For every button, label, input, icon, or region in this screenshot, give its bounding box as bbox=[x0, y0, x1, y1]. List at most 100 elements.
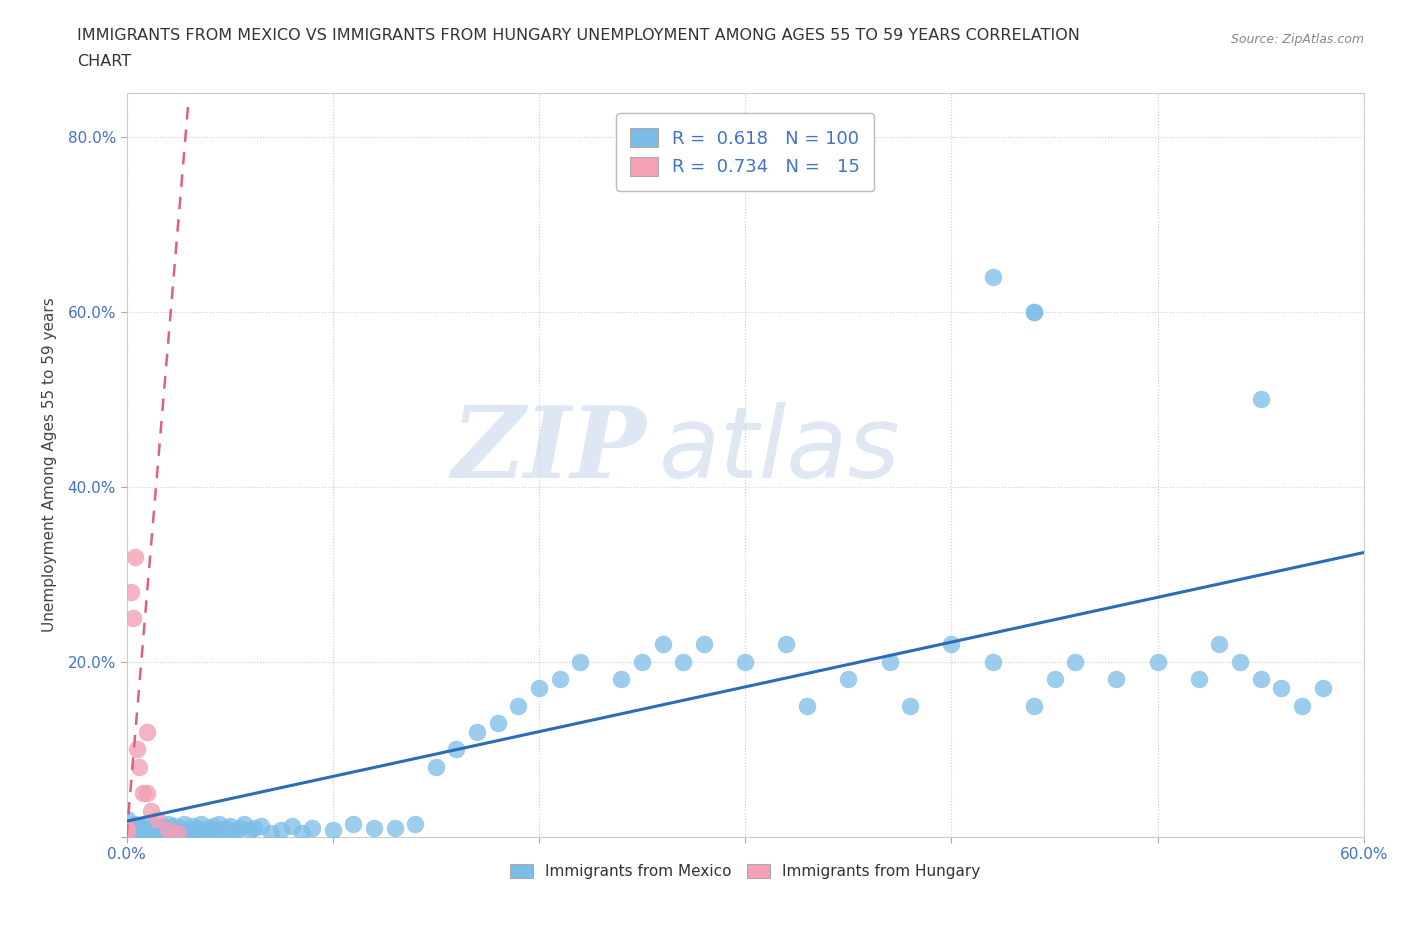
Point bbox=[159, 822, 181, 837]
Point bbox=[301, 821, 323, 836]
Point bbox=[249, 819, 271, 834]
Point bbox=[508, 698, 530, 713]
Point bbox=[115, 822, 138, 837]
Point bbox=[1250, 392, 1272, 406]
Point bbox=[125, 825, 148, 840]
Point bbox=[280, 819, 302, 834]
Point bbox=[128, 760, 150, 775]
Point bbox=[186, 821, 208, 836]
Point bbox=[879, 655, 901, 670]
Point bbox=[898, 698, 921, 713]
Point bbox=[115, 825, 138, 840]
Legend: Immigrants from Mexico, Immigrants from Hungary: Immigrants from Mexico, Immigrants from … bbox=[503, 857, 987, 885]
Point bbox=[651, 637, 673, 652]
Point bbox=[981, 655, 1004, 670]
Point bbox=[198, 821, 221, 836]
Point bbox=[194, 825, 217, 840]
Text: IMMIGRANTS FROM MEXICO VS IMMIGRANTS FROM HUNGARY UNEMPLOYMENT AMONG AGES 55 TO : IMMIGRANTS FROM MEXICO VS IMMIGRANTS FRO… bbox=[77, 28, 1080, 43]
Point bbox=[156, 817, 179, 831]
Point bbox=[115, 825, 138, 840]
Point bbox=[202, 819, 225, 834]
Point bbox=[163, 819, 186, 834]
Point bbox=[1291, 698, 1313, 713]
Y-axis label: Unemployment Among Ages 55 to 59 years: Unemployment Among Ages 55 to 59 years bbox=[42, 298, 56, 632]
Point bbox=[233, 817, 256, 831]
Point bbox=[155, 821, 177, 836]
Point bbox=[1064, 655, 1087, 670]
Text: Source: ZipAtlas.com: Source: ZipAtlas.com bbox=[1230, 33, 1364, 46]
Point bbox=[129, 822, 152, 837]
Point bbox=[734, 655, 756, 670]
Point bbox=[342, 817, 364, 831]
Text: atlas: atlas bbox=[658, 402, 900, 498]
Point bbox=[208, 817, 231, 831]
Point bbox=[291, 825, 314, 840]
Point bbox=[146, 821, 169, 836]
Point bbox=[404, 817, 426, 831]
Point bbox=[124, 817, 146, 831]
Point bbox=[672, 655, 695, 670]
Point bbox=[1022, 698, 1045, 713]
Point bbox=[486, 716, 509, 731]
Point bbox=[120, 584, 142, 599]
Point bbox=[1270, 681, 1292, 696]
Point bbox=[207, 825, 229, 840]
Point bbox=[384, 821, 406, 836]
Point bbox=[121, 822, 143, 837]
Point bbox=[363, 821, 385, 836]
Point bbox=[146, 827, 169, 842]
Point bbox=[1105, 672, 1128, 687]
Point bbox=[1146, 655, 1168, 670]
Point bbox=[142, 819, 165, 834]
Point bbox=[1229, 655, 1251, 670]
Point bbox=[128, 819, 150, 834]
Point bbox=[145, 825, 167, 840]
Point bbox=[167, 825, 190, 840]
Point bbox=[270, 822, 292, 837]
Point bbox=[150, 819, 173, 834]
Point bbox=[1188, 672, 1211, 687]
Point bbox=[465, 724, 488, 739]
Point bbox=[322, 822, 344, 837]
Point bbox=[548, 672, 571, 687]
Point bbox=[610, 672, 633, 687]
Point bbox=[173, 817, 195, 831]
Point bbox=[183, 825, 205, 840]
Point bbox=[136, 825, 159, 840]
Point bbox=[141, 822, 163, 837]
Point bbox=[156, 822, 179, 837]
Point bbox=[446, 742, 468, 757]
Point bbox=[260, 825, 283, 840]
Point bbox=[136, 786, 159, 801]
Point bbox=[200, 822, 222, 837]
Point bbox=[775, 637, 797, 652]
Point bbox=[136, 724, 159, 739]
Point bbox=[1208, 637, 1230, 652]
Text: ZIP: ZIP bbox=[451, 402, 647, 498]
Point bbox=[152, 825, 174, 840]
Point bbox=[146, 812, 169, 827]
Point bbox=[134, 825, 156, 840]
Point bbox=[179, 822, 201, 837]
Text: CHART: CHART bbox=[77, 54, 131, 69]
Point bbox=[167, 825, 190, 840]
Point bbox=[243, 821, 266, 836]
Point bbox=[569, 655, 592, 670]
Point bbox=[1022, 304, 1045, 319]
Point bbox=[148, 822, 170, 837]
Point bbox=[181, 819, 204, 834]
Point bbox=[115, 821, 138, 836]
Point bbox=[136, 817, 159, 831]
Point bbox=[132, 821, 155, 836]
Point bbox=[1250, 672, 1272, 687]
Point bbox=[425, 760, 447, 775]
Point bbox=[527, 681, 550, 696]
Point bbox=[160, 825, 183, 840]
Point bbox=[169, 821, 191, 836]
Point bbox=[693, 637, 716, 652]
Point bbox=[837, 672, 859, 687]
Point bbox=[239, 822, 262, 837]
Point bbox=[1312, 681, 1334, 696]
Point bbox=[141, 804, 163, 818]
Point bbox=[221, 825, 243, 840]
